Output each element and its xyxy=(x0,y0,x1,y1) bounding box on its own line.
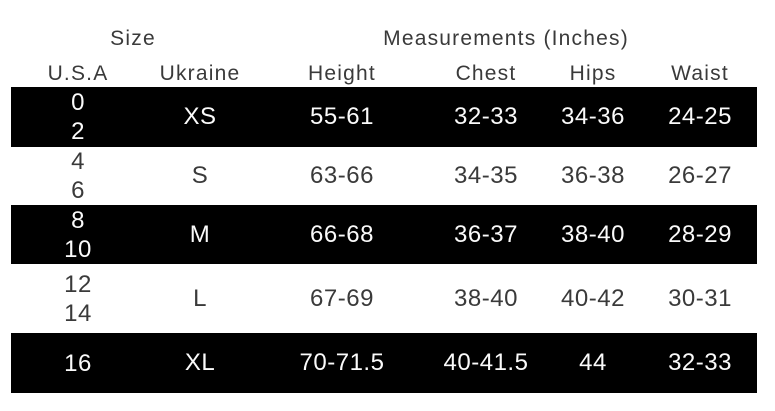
cell-height: 55-61 xyxy=(310,103,374,130)
cell-chest: 40-41.5 xyxy=(443,349,529,376)
cell-waist: 26-27 xyxy=(668,162,732,189)
cell-chest: 32-33 xyxy=(454,103,518,130)
cell-ukraine: XS xyxy=(183,103,217,130)
cell-usa: 12 14 xyxy=(11,264,145,333)
table-row-s: 4 6 S 63-66 34-35 36-38 26-27 xyxy=(11,147,757,205)
usa-size-value: 2 xyxy=(71,118,85,145)
cell-hips: 38-40 xyxy=(561,220,625,248)
usa-size-value: 12 xyxy=(64,270,92,298)
usa-size-value: 4 xyxy=(71,148,85,175)
table-row-l: 12 14 L 67-69 38-40 40-42 30-31 xyxy=(11,264,757,333)
cell-height: 63-66 xyxy=(310,162,374,189)
cell-hips: 34-36 xyxy=(561,103,625,130)
cell-ukraine: M xyxy=(189,220,211,248)
cell-height: 70-71.5 xyxy=(299,349,385,376)
cell-waist: 28-29 xyxy=(668,220,732,248)
cell-ukraine: S xyxy=(191,162,209,189)
usa-size-value: 10 xyxy=(64,235,92,263)
usa-size-value: 0 xyxy=(71,89,85,116)
table-row-xl: 16 XL 70-71.5 40-41.5 44 32-33 xyxy=(11,333,758,393)
column-header-ukraine: Ukraine xyxy=(159,61,241,85)
cell-usa: 16 xyxy=(11,333,145,393)
cell-chest: 36-37 xyxy=(454,220,518,248)
cell-usa: 8 10 xyxy=(11,205,145,264)
column-header-height: Height xyxy=(308,61,376,85)
cell-usa: 0 2 xyxy=(11,87,145,147)
cell-hips: 44 xyxy=(579,349,607,376)
column-header-waist: Waist xyxy=(671,61,729,85)
cell-waist: 24-25 xyxy=(668,103,732,130)
header-size-group: Size xyxy=(110,27,156,50)
cell-chest: 34-35 xyxy=(454,162,518,189)
table-header: Size Measurements (Inches) U.S.A Ukraine… xyxy=(11,18,757,87)
cell-waist: 32-33 xyxy=(668,349,732,376)
column-header-row: U.S.A Ukraine Height Chest Hips Waist xyxy=(11,60,757,87)
usa-size-value: 6 xyxy=(71,177,85,204)
cell-ukraine: XL xyxy=(184,349,216,376)
cell-height: 67-69 xyxy=(310,284,374,312)
column-header-chest: Chest xyxy=(455,61,517,85)
cell-usa: 4 6 xyxy=(11,147,145,205)
usa-size-value: 8 xyxy=(71,206,85,234)
cell-hips: 36-38 xyxy=(561,162,625,189)
column-header-hips: Hips xyxy=(569,61,617,85)
cell-chest: 38-40 xyxy=(454,284,518,312)
header-measurements-group: Measurements (Inches) xyxy=(383,27,629,50)
table-body: 0 2 XS 55-61 32-33 34-36 24-25 4 6 S 63-… xyxy=(11,87,758,393)
table-row-m: 8 10 M 66-68 36-37 38-40 28-29 xyxy=(11,205,758,264)
cell-height: 66-68 xyxy=(310,220,374,248)
cell-waist: 30-31 xyxy=(668,284,732,312)
column-header-usa: U.S.A xyxy=(47,61,109,85)
cell-hips: 40-42 xyxy=(561,284,625,312)
cell-ukraine: L xyxy=(193,284,207,312)
usa-size-value: 16 xyxy=(64,349,92,377)
usa-size-value: 14 xyxy=(64,299,92,327)
header-group-row: Size Measurements (Inches) xyxy=(11,18,757,60)
table-row-xs: 0 2 XS 55-61 32-33 34-36 24-25 xyxy=(11,87,758,147)
size-chart-table: Size Measurements (Inches) U.S.A Ukraine… xyxy=(11,18,758,393)
